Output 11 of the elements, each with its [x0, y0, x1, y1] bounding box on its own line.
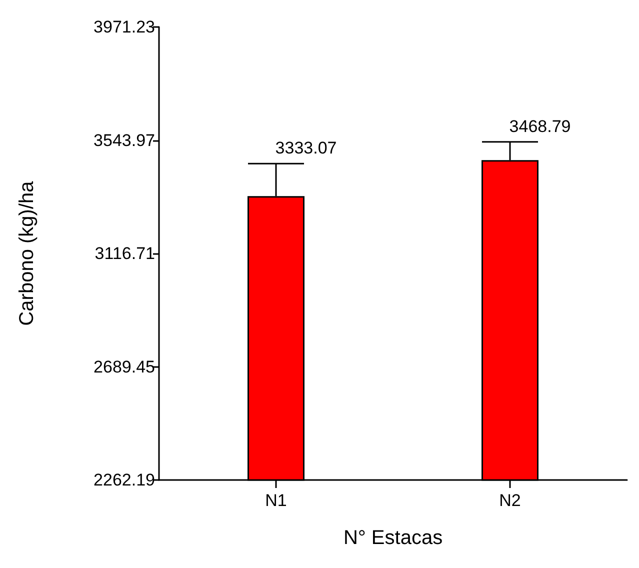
x-axis-title: N° Estacas — [343, 527, 443, 549]
x-tick-label: N2 — [499, 491, 521, 510]
data-label: 3468.79 — [509, 116, 571, 136]
y-tick-label: 3543.97 — [94, 130, 155, 150]
x-tick-label: N1 — [265, 491, 287, 510]
y-tick-label: 2262.19 — [94, 470, 155, 490]
data-label: 3333.07 — [275, 138, 337, 158]
y-tick-label: 3971.23 — [94, 18, 155, 36]
y-tick-label: 2689.45 — [94, 357, 155, 376]
y-axis-title: Carbono (kg)/ha — [16, 180, 38, 326]
y-tick-label: 3116.71 — [94, 244, 155, 263]
